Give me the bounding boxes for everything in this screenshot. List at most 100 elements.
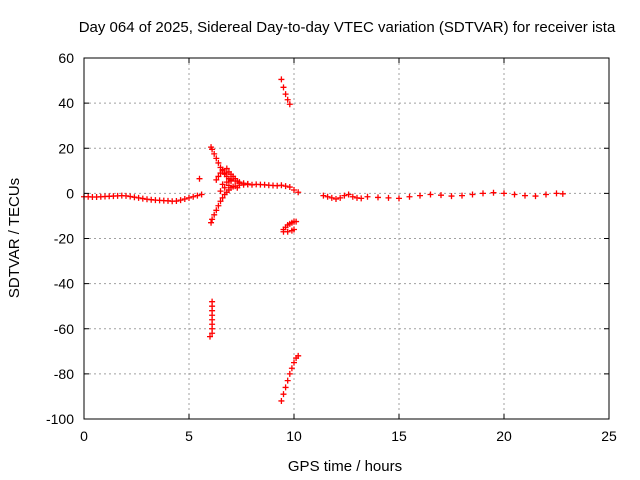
series-band-evening [244, 181, 302, 196]
data-point [469, 191, 476, 198]
data-point [131, 194, 138, 201]
series-drop-column [207, 298, 216, 340]
data-point [375, 194, 381, 201]
x-tick-label: 20 [496, 428, 512, 444]
data-point [320, 192, 327, 199]
data-point [286, 184, 293, 191]
data-point [215, 173, 222, 180]
data-point [196, 175, 203, 182]
x-tick-label: 25 [601, 428, 617, 444]
data-point [219, 194, 226, 201]
data-point [417, 192, 423, 199]
data-point [324, 193, 331, 200]
data-point [215, 202, 222, 209]
data-point [385, 194, 392, 201]
y-tick-label: -80 [54, 366, 74, 382]
data-point [345, 191, 352, 198]
data-point [190, 193, 197, 200]
data-point [282, 183, 289, 190]
x-tick-label: 15 [391, 428, 407, 444]
data-point [209, 330, 216, 337]
data-points [81, 76, 566, 404]
data-point [127, 193, 134, 200]
data-point [221, 184, 228, 191]
data-point [217, 188, 224, 195]
data-point [295, 352, 302, 359]
series-baseline-afternoon [320, 189, 566, 203]
series-cluster-mid [213, 165, 243, 195]
data-point [490, 189, 497, 196]
data-point [480, 190, 486, 197]
data-point [230, 183, 237, 190]
data-point [284, 377, 291, 384]
data-point [553, 190, 560, 197]
x-tick-labels: 0 5 10 15 20 25 [80, 428, 617, 444]
x-tick-label: 5 [185, 428, 193, 444]
data-point [213, 207, 220, 214]
data-point [198, 191, 205, 198]
data-point [522, 192, 528, 199]
data-point [284, 96, 291, 103]
data-point [293, 218, 300, 225]
y-tick-label: 40 [58, 95, 74, 111]
data-point [135, 194, 142, 201]
data-point [341, 192, 348, 199]
data-point [295, 189, 302, 196]
x-tick-label: 0 [80, 428, 88, 444]
data-point [288, 365, 295, 372]
data-point [511, 191, 518, 198]
series-isolated-point [196, 175, 203, 182]
data-point [225, 182, 232, 189]
y-axis-label: SDTVAR / TECUs [6, 178, 23, 298]
x-tick-label: 10 [286, 428, 302, 444]
data-point [217, 198, 224, 205]
data-point [501, 190, 507, 197]
y-tick-label: -60 [54, 321, 74, 337]
data-point [278, 76, 285, 83]
data-point [543, 191, 549, 198]
data-point [219, 181, 226, 188]
x-axis-label: GPS time / hours [288, 458, 402, 475]
data-point [427, 191, 434, 198]
data-point [282, 91, 289, 98]
data-point [286, 370, 293, 377]
y-tick-label: -20 [54, 231, 74, 247]
data-point [209, 146, 216, 153]
data-point [280, 84, 287, 91]
data-point [396, 195, 402, 202]
y-tick-label: -100 [46, 411, 74, 427]
data-point [278, 397, 285, 404]
grid [84, 58, 609, 419]
data-point [448, 193, 455, 200]
data-point [438, 192, 444, 199]
data-point [181, 196, 188, 203]
data-point [459, 192, 465, 199]
data-point [364, 193, 371, 200]
data-point [286, 101, 293, 108]
data-point [223, 165, 230, 172]
data-point [139, 195, 146, 202]
data-point [213, 176, 220, 183]
y-tick-label: 0 [66, 185, 74, 201]
axis-ticks [83, 57, 610, 420]
data-point [219, 166, 226, 173]
data-point [291, 359, 297, 366]
data-point [177, 197, 184, 204]
data-point [282, 384, 289, 391]
series-streak-top [278, 76, 293, 108]
series-fan-lower [208, 181, 251, 226]
data-point [211, 150, 218, 157]
data-point [278, 182, 285, 189]
y-tick-label: 60 [58, 50, 74, 66]
data-point [194, 192, 201, 199]
data-point [358, 195, 365, 202]
data-point [208, 219, 215, 226]
data-point [221, 170, 228, 177]
data-point [333, 196, 339, 203]
data-point [123, 192, 129, 199]
chart-title: Day 064 of 2025, Sidereal Day-to-day VTE… [79, 19, 616, 36]
data-point [173, 198, 180, 205]
data-point [291, 226, 297, 233]
data-point [280, 391, 287, 398]
y-tick-label: -40 [54, 276, 74, 292]
